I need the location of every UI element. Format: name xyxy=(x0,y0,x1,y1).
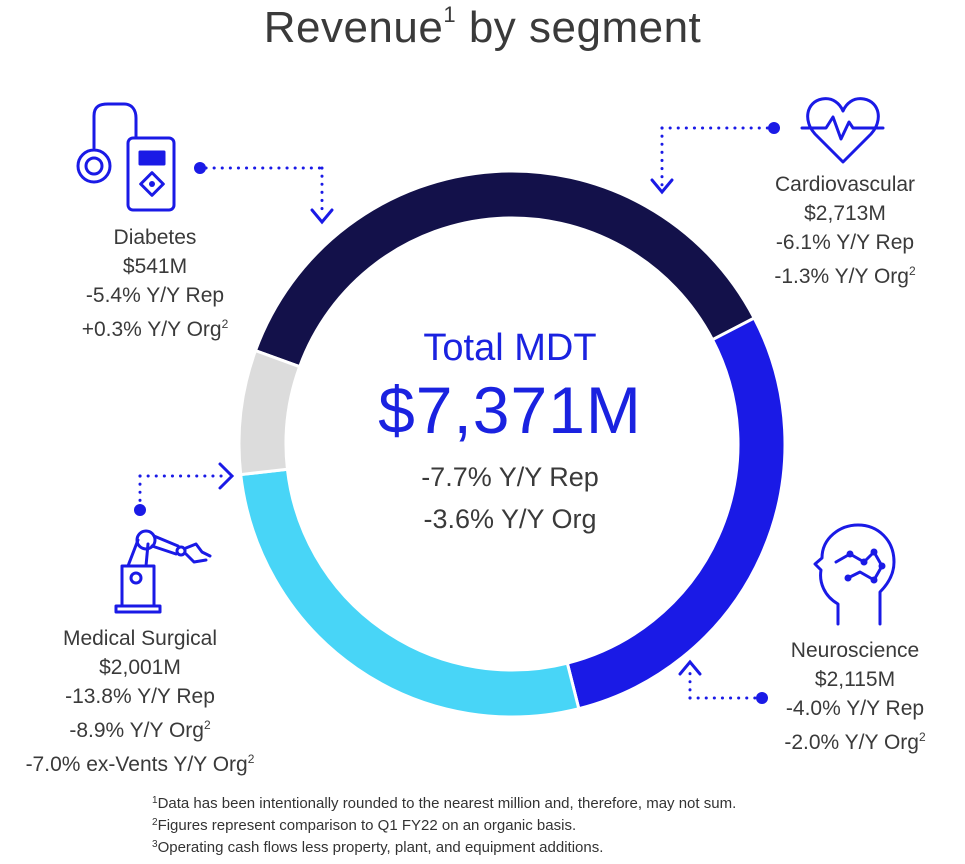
insulin-pump-icon xyxy=(76,102,176,212)
medical-surgical-exvents: -7.0% ex-Vents Y/Y Org2 xyxy=(25,752,255,776)
neuroscience-name: Neuroscience xyxy=(790,639,920,662)
diabetes-org: +0.3% Y/Y Org2 xyxy=(81,317,229,341)
footnote-1: 1Data has been intentionally rounded to … xyxy=(152,795,737,812)
neuroscience-label: Neuroscience $2,115M -4.0% Y/Y Rep -2.0%… xyxy=(750,636,960,757)
center-org-change: -3.6% Y/Y Org xyxy=(423,504,597,534)
diabetes-name: Diabetes xyxy=(113,226,197,249)
chart-title: Revenue1 by segment xyxy=(263,2,702,52)
medical-surgical-label: Medical Surgical $2,001M -13.8% Y/Y Rep … xyxy=(5,624,275,779)
cardiovascular-value: $2,713M xyxy=(804,202,886,225)
neuroscience-rep: -4.0% Y/Y Rep xyxy=(785,697,925,720)
cardiovascular-rep: -6.1% Y/Y Rep xyxy=(775,231,915,254)
footnote-3: 3Operating cash flows less property, pla… xyxy=(152,839,604,856)
cardiovascular-org: -1.3% Y/Y Org2 xyxy=(774,264,916,288)
cardiovascular-connector xyxy=(650,122,780,195)
medical-surgical-name: Medical Surgical xyxy=(62,627,218,650)
cardiovascular-name: Cardiovascular xyxy=(774,173,916,196)
neuroscience-org: -2.0% Y/Y Org2 xyxy=(784,730,926,754)
center-title: Total MDT xyxy=(423,327,597,369)
robotic-arm-icon xyxy=(114,529,212,614)
slice-diabetes xyxy=(237,348,302,477)
medical-surgical-org: -8.9% Y/Y Org2 xyxy=(69,718,211,742)
center-total: $7,371M xyxy=(378,373,642,447)
diabetes-rep: -5.4% Y/Y Rep xyxy=(85,284,225,307)
medical-surgical-value: $2,001M xyxy=(99,656,181,679)
diabetes-connector xyxy=(194,162,334,225)
footnote-2: 2Figures represent comparison to Q1 FY22… xyxy=(152,817,577,834)
cardiovascular-label: Cardiovascular $2,713M -6.1% Y/Y Rep -1.… xyxy=(735,170,955,291)
neuroscience-connector xyxy=(678,659,768,704)
center-rep-change: -7.7% Y/Y Rep xyxy=(421,462,599,492)
diabetes-label: Diabetes $541M -5.4% Y/Y Rep +0.3% Y/Y O… xyxy=(45,223,265,344)
medical-surgical-connector xyxy=(134,462,235,516)
brain-head-icon xyxy=(813,523,896,626)
footnotes: 1Data has been intentionally rounded to … xyxy=(152,791,736,857)
heart-pulse-icon xyxy=(800,97,885,164)
diabetes-value: $541M xyxy=(122,255,188,278)
neuroscience-value: $2,115M xyxy=(814,668,896,691)
medical-surgical-rep: -13.8% Y/Y Rep xyxy=(65,685,215,708)
